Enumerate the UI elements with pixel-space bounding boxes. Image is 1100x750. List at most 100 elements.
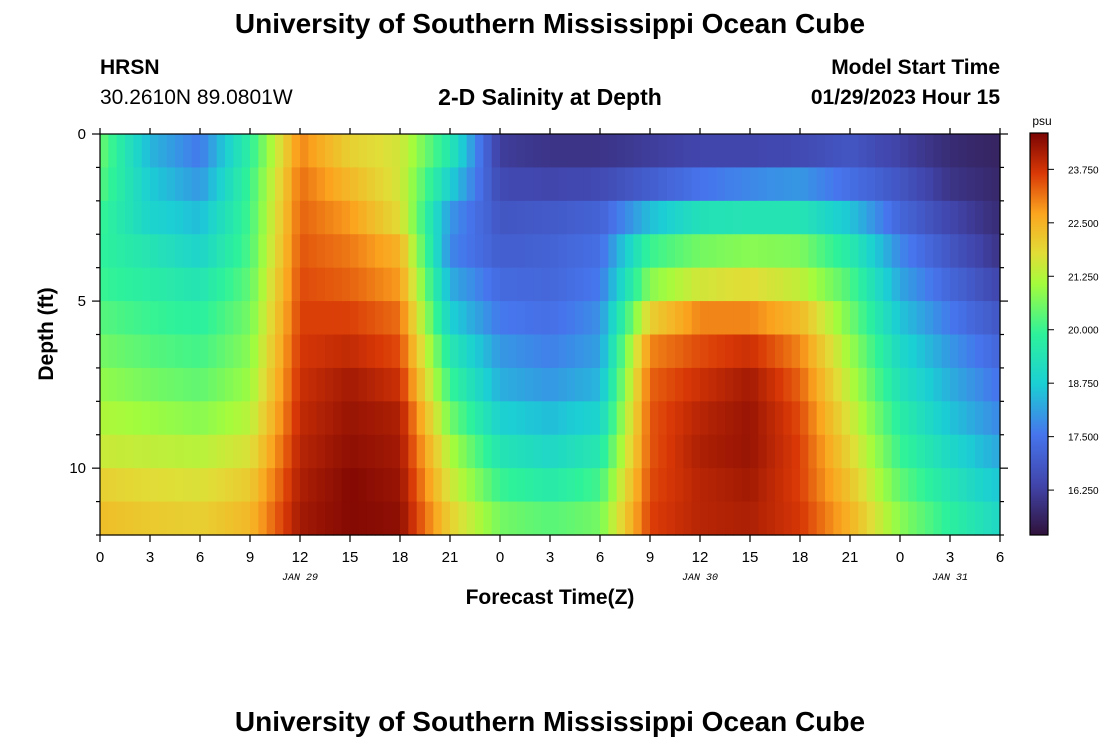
heatmap-cell [533, 334, 543, 369]
heatmap-cell [366, 301, 376, 336]
heatmap-cell [816, 200, 826, 235]
heatmap-cell [833, 167, 843, 202]
heatmap-cell [991, 501, 1001, 536]
heatmap-cell [525, 468, 534, 503]
heatmap-cell [975, 267, 984, 302]
heatmap-cell [483, 134, 493, 169]
heatmap-cell [966, 434, 976, 469]
heatmap-cell [600, 267, 609, 302]
heatmap-cell [616, 200, 626, 235]
heatmap-cell [408, 200, 418, 235]
heatmap-cell [250, 367, 259, 402]
heatmap-cell [141, 367, 151, 402]
heatmap-cell [633, 234, 643, 269]
heatmap-cell [191, 367, 201, 402]
heatmap-cell [166, 234, 176, 269]
heatmap-cell [716, 334, 726, 369]
heatmap-cell [391, 234, 401, 269]
heatmap-cell [783, 301, 793, 336]
heatmap-cell [575, 234, 584, 269]
heatmap-cell [883, 334, 893, 369]
heatmap-cells [100, 134, 1001, 536]
heatmap-cell [875, 401, 884, 436]
heatmap-cell [283, 134, 293, 169]
heatmap-cell [383, 334, 393, 369]
heatmap-cell [350, 367, 359, 402]
heatmap-cell [791, 334, 801, 369]
heatmap-cell [991, 234, 1001, 269]
heatmap-cell [366, 167, 376, 202]
heatmap-cell [691, 267, 701, 302]
heatmap-cell [433, 267, 443, 302]
heatmap-cell [966, 334, 976, 369]
heatmap-cell [983, 401, 993, 436]
heatmap-cell [166, 200, 176, 235]
heatmap-cell [500, 501, 509, 536]
heatmap-cell [541, 434, 551, 469]
heatmap-cell [508, 200, 518, 235]
heatmap-cell [241, 334, 251, 369]
heatmap-cell [791, 301, 801, 336]
heatmap-cell [758, 301, 768, 336]
heatmap-cell [533, 301, 543, 336]
heatmap-cell [666, 401, 676, 436]
heatmap-cell [466, 434, 476, 469]
heatmap-cell [333, 234, 343, 269]
heatmap-cell [358, 367, 368, 402]
heatmap-cell [450, 200, 459, 235]
heatmap-cell [950, 334, 959, 369]
heatmap-cell [933, 167, 943, 202]
heatmap-cell [791, 234, 801, 269]
x-date-label: JAN 31 [932, 573, 968, 584]
heatmap-cell [241, 301, 251, 336]
heatmap-cell [700, 334, 709, 369]
heatmap-cell [733, 468, 743, 503]
heatmap-cell [866, 234, 876, 269]
heatmap-cell [775, 200, 784, 235]
heatmap-cell [391, 200, 401, 235]
heatmap-cell [433, 200, 443, 235]
heatmap-cell [975, 367, 984, 402]
heatmap-cell [266, 234, 276, 269]
heatmap-cell [358, 267, 368, 302]
heatmap-cell [841, 267, 851, 302]
heatmap-cell [800, 401, 809, 436]
heatmap-cell [741, 167, 751, 202]
heatmap-cell [258, 267, 268, 302]
heatmap-cell [691, 401, 701, 436]
heatmap-cell [450, 301, 459, 336]
heatmap-cell [258, 167, 268, 202]
heatmap-cell [400, 468, 409, 503]
heatmap-cell [175, 301, 184, 336]
heatmap-cell [766, 267, 776, 302]
heatmap-cell [191, 134, 201, 169]
heatmap-cell [183, 334, 193, 369]
heatmap-cell [166, 134, 176, 169]
heatmap-cell [300, 501, 309, 536]
x-tick-label: 12 [692, 549, 709, 566]
heatmap-cell [591, 434, 601, 469]
heatmap-cell [808, 401, 818, 436]
heatmap-cell [366, 334, 376, 369]
heatmap-cell [675, 367, 684, 402]
heatmap-cell [150, 134, 159, 169]
footer-title: University of Southern Mississippi Ocean… [234, 706, 866, 737]
heatmap-cell [900, 434, 909, 469]
heatmap-cell [758, 501, 768, 536]
heatmap-cell [408, 367, 418, 402]
heatmap-cell [941, 501, 951, 536]
heatmap-cell [208, 367, 218, 402]
heatmap-cell [491, 167, 501, 202]
heatmap-cell [375, 167, 384, 202]
heatmap-cell [758, 401, 768, 436]
heatmap-cell [733, 334, 743, 369]
heatmap-cell [341, 468, 351, 503]
heatmap-cell [466, 234, 476, 269]
heatmap-cell [566, 301, 576, 336]
heatmap-cell [683, 468, 693, 503]
heatmap-cell [558, 200, 568, 235]
heatmap-cell [400, 200, 409, 235]
heatmap-cell [958, 501, 968, 536]
heatmap-cell [775, 434, 784, 469]
heatmap-cell [266, 334, 276, 369]
